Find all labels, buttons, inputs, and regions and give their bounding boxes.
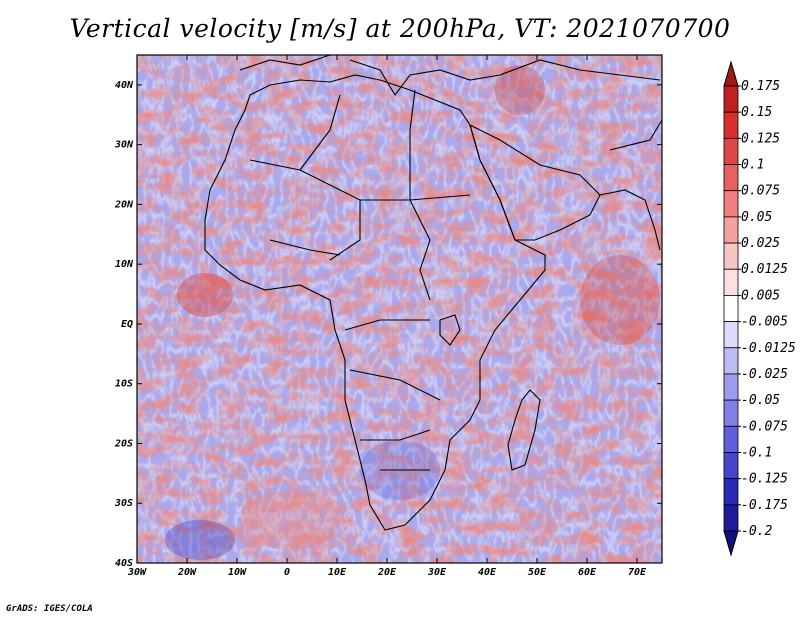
colorbar-box	[723, 137, 739, 165]
plot-frame	[136, 54, 663, 564]
colorbar-box	[723, 504, 739, 532]
x-tick-label: 50E	[528, 567, 547, 578]
colorbar-box	[723, 268, 739, 296]
y-tick-label: 30N	[114, 140, 134, 151]
x-tick-label: 10W	[228, 567, 247, 578]
y-axis: 40N 30N 20N 10N EQ 10S 20S 30S 40S	[114, 80, 662, 569]
y-tick-label: 40S	[115, 558, 133, 569]
colorbar-label: 0.125	[741, 131, 780, 146]
x-tick-label: 20W	[177, 567, 197, 578]
colorbar-box	[723, 242, 739, 270]
x-axis: 30W 20W 10W 0 10E 20E 30E 40E 50E 60E 70E	[127, 55, 647, 578]
x-tick-label: 30W	[127, 567, 147, 578]
colorbar-label: -0.175	[741, 498, 788, 513]
colorbar-box	[723, 216, 739, 244]
colorbar-box	[723, 85, 739, 113]
colorbar-label: -0.1	[741, 445, 772, 460]
colorbar-bottom-arrow	[723, 530, 739, 557]
footer-credit: GrADS: IGES/COLA	[6, 604, 93, 614]
y-tick-label: 30S	[114, 498, 133, 509]
x-tick-label: 40E	[478, 567, 497, 578]
colorbar-box	[723, 295, 739, 322]
coastlines	[204, 55, 662, 531]
colorbar-label: -0.005	[741, 315, 788, 330]
colorbar-label: -0.025	[741, 367, 788, 382]
colorbar-label: 0.075	[741, 184, 780, 199]
colorbar-label: 0.15	[741, 105, 772, 120]
colorbar-label: 0.005	[741, 288, 780, 303]
colorbar-label: 0.175	[741, 79, 780, 94]
colorbar-label: 0.0125	[741, 262, 788, 277]
colorbar-box	[723, 425, 739, 453]
colorbar-box	[723, 164, 739, 192]
x-tick-label: 70E	[628, 567, 647, 578]
colorbar-label: -0.075	[741, 419, 788, 434]
y-tick-label: EQ	[121, 319, 133, 330]
x-tick-label: 60E	[578, 567, 597, 578]
y-tick-label: 20N	[114, 199, 134, 210]
colorbar-label: -0.125	[741, 472, 788, 487]
x-tick-label: 10E	[328, 567, 347, 578]
x-tick-label: 0	[284, 567, 290, 578]
colorbar-box	[723, 347, 739, 375]
colorbar-label: -0.2	[741, 524, 772, 539]
x-tick-label: 30E	[427, 567, 447, 578]
colorbar-top-arrow	[723, 60, 739, 87]
y-tick-label: 10N	[115, 259, 134, 270]
colorbar: 0.175 0.15 0.125 0.1 0.075 0.05 0.025 0.0125 0.0…	[723, 60, 796, 557]
colorbar-label: 0.025	[741, 236, 780, 251]
colorbar-label: -0.05	[741, 393, 780, 408]
map-title: Vertical velocity [m/s] at 200hPa, VT: 2…	[69, 14, 731, 43]
velocity-field	[137, 55, 662, 563]
y-tick-label: 20S	[114, 438, 133, 449]
colorbar-label: 0.05	[741, 210, 772, 225]
colorbar-box	[723, 373, 739, 401]
colorbar-box	[723, 321, 739, 349]
colorbar-box	[723, 478, 739, 506]
colorbar-box	[723, 111, 739, 139]
colorbar-box	[723, 190, 739, 218]
colorbar-box	[723, 399, 739, 427]
x-tick-label: 20E	[377, 567, 397, 578]
y-tick-label: 40N	[115, 80, 134, 91]
y-tick-label: 10S	[115, 379, 133, 390]
colorbar-label: -0.0125	[741, 341, 796, 356]
colorbar-box	[723, 452, 739, 480]
colorbar-label: 0.1	[741, 158, 764, 173]
